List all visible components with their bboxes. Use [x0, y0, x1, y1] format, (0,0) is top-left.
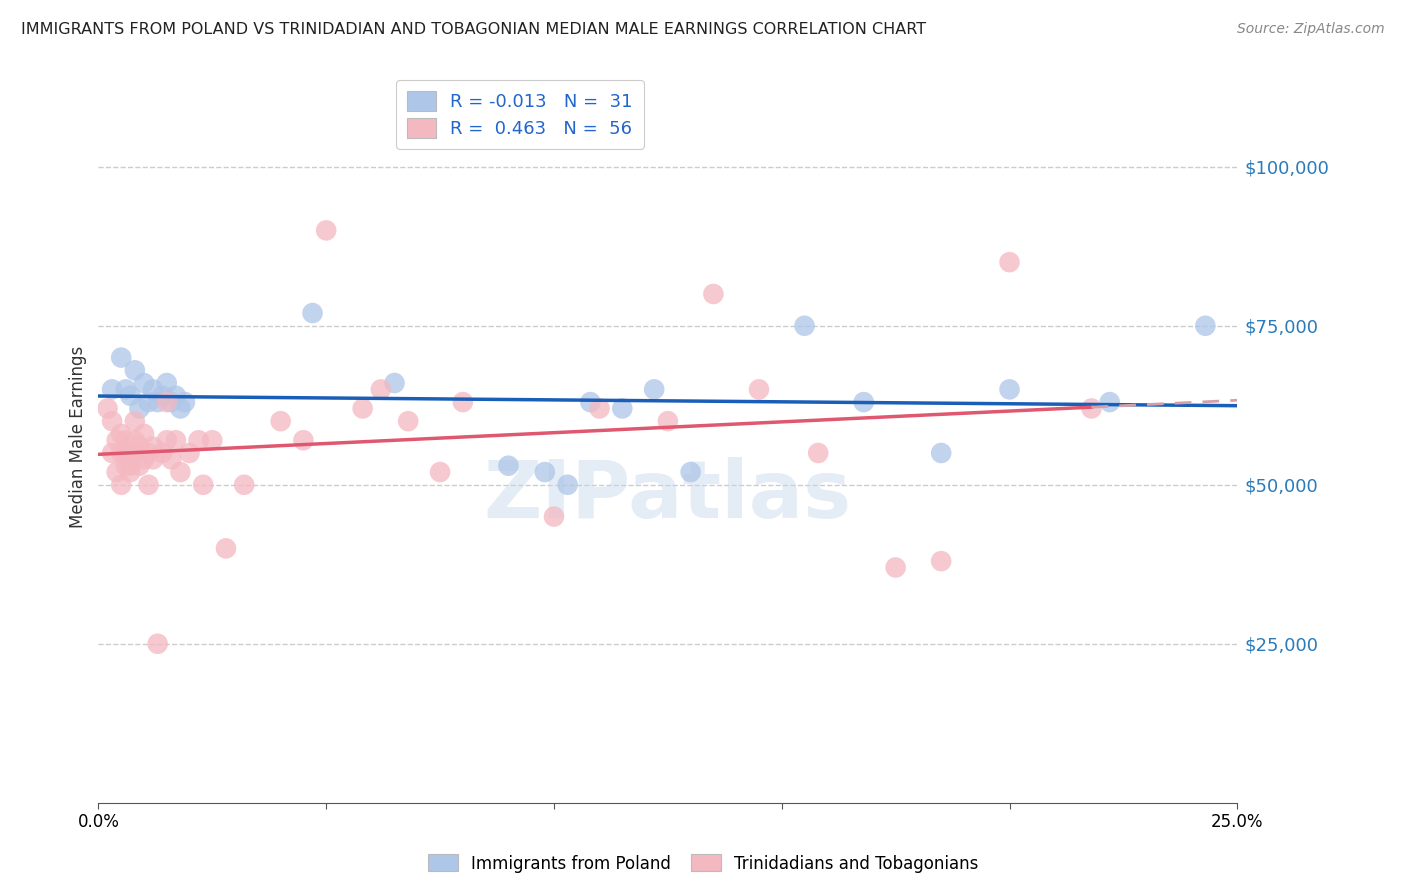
Point: [124, 363, 146, 377]
Legend: R = -0.013   N =  31, R =  0.463   N =  56: R = -0.013 N = 31, R = 0.463 N = 56: [396, 80, 644, 149]
Point: [124, 434, 146, 448]
Point: [138, 395, 160, 409]
Point: [156, 395, 179, 409]
Point: [884, 560, 907, 574]
Point: [120, 389, 142, 403]
Point: [101, 446, 124, 460]
Point: [146, 637, 169, 651]
Point: [169, 465, 191, 479]
Point: [429, 465, 451, 479]
Point: [114, 458, 136, 473]
Point: [201, 434, 224, 448]
Point: [138, 446, 160, 460]
Point: [110, 351, 132, 365]
Point: [534, 465, 557, 479]
Point: [110, 477, 132, 491]
Point: [114, 383, 136, 397]
Point: [156, 376, 179, 390]
Point: [128, 440, 150, 454]
Point: [142, 383, 165, 397]
Point: [120, 446, 142, 460]
Point: [160, 452, 183, 467]
Point: [105, 465, 128, 479]
Point: [852, 395, 875, 409]
Point: [384, 376, 406, 390]
Point: [174, 395, 197, 409]
Point: [110, 426, 132, 441]
Point: [557, 477, 579, 491]
Point: [138, 477, 160, 491]
Point: [132, 452, 155, 467]
Point: [301, 306, 323, 320]
Point: [110, 446, 132, 460]
Point: [702, 287, 724, 301]
Point: [179, 446, 201, 460]
Point: [807, 446, 830, 460]
Point: [128, 401, 150, 416]
Point: [160, 395, 183, 409]
Point: [101, 383, 124, 397]
Point: [498, 458, 520, 473]
Point: [998, 255, 1021, 269]
Point: [105, 434, 128, 448]
Point: [187, 434, 209, 448]
Point: [132, 426, 155, 441]
Point: [156, 434, 179, 448]
Text: ZIPatlas: ZIPatlas: [484, 457, 852, 534]
Point: [165, 389, 187, 403]
Point: [451, 395, 474, 409]
Point: [101, 414, 124, 428]
Point: [998, 383, 1021, 397]
Point: [588, 401, 610, 416]
Point: [114, 434, 136, 448]
Point: [929, 554, 952, 568]
Point: [169, 401, 191, 416]
Text: IMMIGRANTS FROM POLAND VS TRINIDADIAN AND TOBAGONIAN MEDIAN MALE EARNINGS CORREL: IMMIGRANTS FROM POLAND VS TRINIDADIAN AN…: [21, 22, 927, 37]
Point: [929, 446, 952, 460]
Point: [96, 401, 118, 416]
Point: [679, 465, 702, 479]
Point: [543, 509, 565, 524]
Point: [142, 440, 165, 454]
Point: [132, 376, 155, 390]
Point: [396, 414, 419, 428]
Point: [370, 383, 392, 397]
Point: [215, 541, 238, 556]
Text: Source: ZipAtlas.com: Source: ZipAtlas.com: [1237, 22, 1385, 37]
Point: [793, 318, 815, 333]
Point: [1080, 401, 1102, 416]
Point: [352, 401, 374, 416]
Point: [124, 414, 146, 428]
Point: [128, 458, 150, 473]
Point: [1194, 318, 1216, 333]
Point: [579, 395, 602, 409]
Point: [150, 389, 173, 403]
Point: [142, 452, 165, 467]
Point: [120, 465, 142, 479]
Point: [150, 446, 173, 460]
Point: [124, 446, 146, 460]
Point: [643, 383, 665, 397]
Point: [165, 434, 187, 448]
Point: [612, 401, 634, 416]
Y-axis label: Median Male Earnings: Median Male Earnings: [69, 346, 87, 528]
Point: [233, 477, 256, 491]
Point: [1098, 395, 1121, 409]
Point: [270, 414, 292, 428]
Point: [193, 477, 215, 491]
Point: [114, 446, 136, 460]
Legend: Immigrants from Poland, Trinidadians and Tobagonians: Immigrants from Poland, Trinidadians and…: [420, 847, 986, 880]
Point: [292, 434, 315, 448]
Point: [315, 223, 337, 237]
Point: [146, 395, 169, 409]
Point: [120, 458, 142, 473]
Point: [657, 414, 679, 428]
Point: [748, 383, 770, 397]
